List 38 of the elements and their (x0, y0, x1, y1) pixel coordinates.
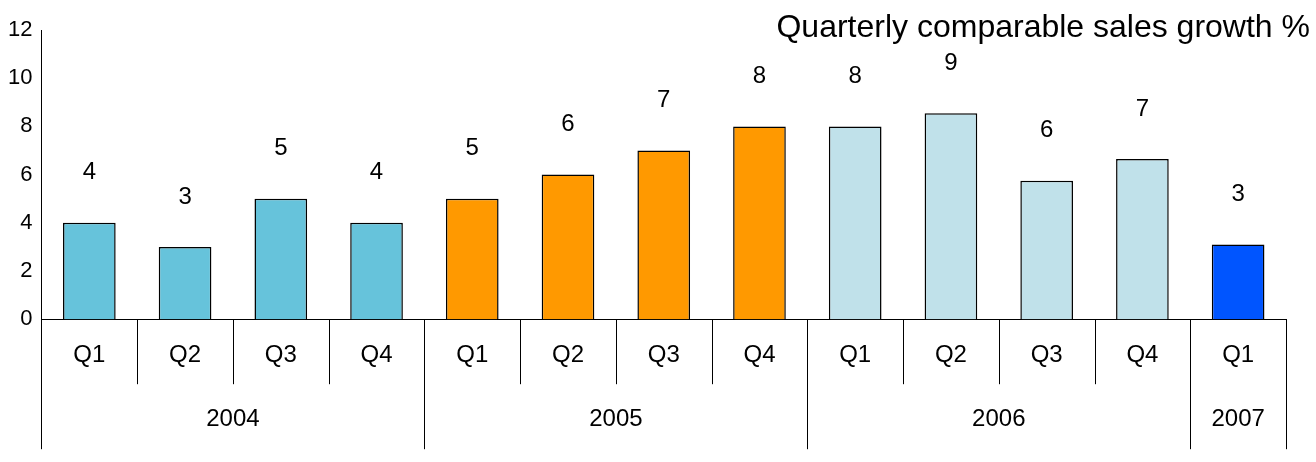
data-label: 3 (1231, 179, 1245, 207)
x-tick-label: Q4 (360, 340, 393, 368)
x-tick-label: Q4 (1126, 340, 1159, 368)
y-tick-label: 4 (20, 208, 33, 234)
y-tick-label: 10 (7, 64, 33, 90)
text: 2006 (972, 403, 1026, 431)
x-tick-label: Q1 (456, 340, 489, 368)
data-label: 8 (848, 61, 862, 89)
data-label: 4 (82, 157, 97, 185)
data-label: 9 (944, 47, 958, 75)
x-tick-label: Q2 (551, 340, 585, 368)
data-label: 6 (561, 109, 575, 137)
x-tick-label: Q2 (169, 340, 202, 368)
text: 2004 (206, 403, 260, 431)
x-tick-label: Q4 (743, 340, 776, 368)
y-tick-label: 8 (20, 112, 33, 138)
text: 2007 (1211, 403, 1265, 431)
x-tick-label: Q3 (1030, 340, 1063, 368)
data-label: 6 (1039, 115, 1054, 143)
x-tick-label: Q3 (647, 340, 680, 368)
x-tick-label: Q2 (934, 340, 967, 368)
y-tick-label: 6 (20, 160, 33, 186)
x-tick-label: Q1 (1222, 340, 1255, 368)
x-tick-label: Q3 (264, 340, 297, 368)
data-label: 4 (369, 157, 384, 185)
data-label: 7 (1135, 93, 1150, 121)
data-label: 3 (178, 181, 192, 209)
chart-title: Quarterly comparable sales growth % (776, 8, 1310, 45)
x-tick-label: Q1 (839, 340, 872, 368)
text: 2005 (589, 403, 643, 431)
x-tick-label: Q1 (73, 340, 106, 368)
y-tick-label: 12 (7, 16, 33, 42)
data-label: 7 (657, 85, 671, 113)
data-label: 5 (274, 133, 288, 161)
data-label: 8 (752, 61, 767, 89)
y-tick-label: 2 (20, 257, 33, 283)
y-tick-label: 0 (20, 305, 33, 331)
data-label: 5 (465, 133, 479, 161)
